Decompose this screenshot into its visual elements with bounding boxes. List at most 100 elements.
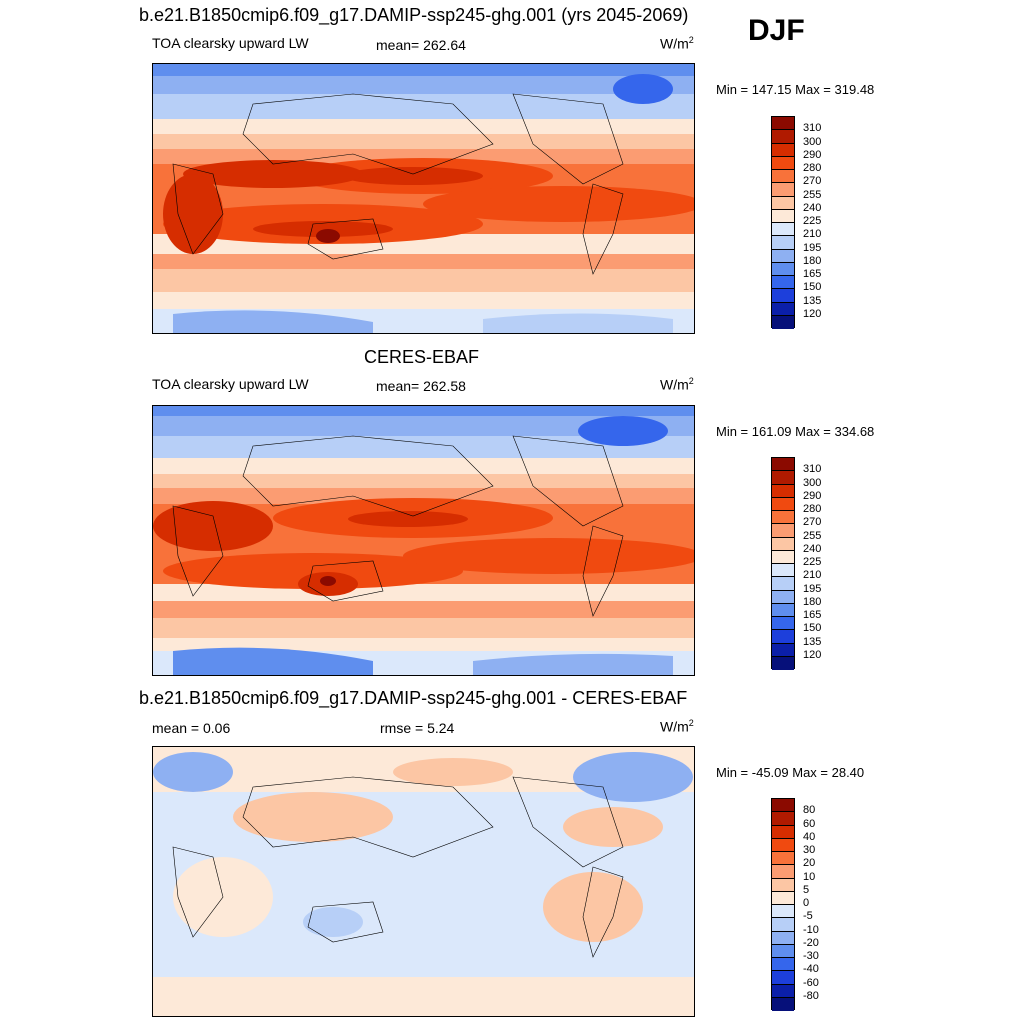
panel1-colorbar-swatch (772, 249, 794, 263)
panel3-minmax-label: Min = -45.09 Max = 28.40 (716, 765, 865, 780)
panel2-colorbar-tick-label: 165 (803, 609, 822, 621)
panel1-colorbar-tick-label: 270 (803, 175, 822, 188)
panel3-colorbar-swatch (772, 812, 794, 826)
panel1-colorbar-tick-label: 120 (803, 307, 822, 320)
panel2-colorbar-tick-label: 135 (803, 635, 822, 648)
panel3-mean-label: mean = 0.06 (152, 720, 231, 736)
panel1-colorbar-swatch (772, 276, 794, 290)
panel1-colorbar-swatch (772, 196, 794, 210)
panel1-colorbar-tick-label: 280 (803, 162, 822, 174)
panel1-colorbar (771, 116, 795, 329)
panel2-colorbar-swatch (772, 564, 794, 578)
panel3-rmse-label: rmse = 5.24 (380, 720, 455, 736)
panel1-colorbar-tick-label: 165 (803, 268, 822, 280)
panel3-colorbar-swatch (772, 931, 794, 945)
panel3-colorbar-tick-label: -20 (803, 936, 819, 949)
panel3-colorbar (771, 798, 795, 1011)
panel2-colorbar-swatch (772, 484, 794, 498)
panel1-colorbar-swatch (772, 156, 794, 170)
panel3-colorbar-tick-label: 60 (803, 817, 816, 830)
panel2-colorbar-swatch (772, 511, 794, 525)
panel1-colorbar-tick-label: 210 (803, 228, 822, 241)
panel3-colorbar-swatch (772, 971, 794, 985)
panel2-colorbar-swatch (772, 550, 794, 564)
panel1-colorbar-tick-label: 300 (803, 135, 822, 148)
panel3-colorbar-tick-label: 30 (803, 844, 816, 856)
panel2-colorbar-tick-label: 255 (803, 529, 822, 542)
panel2-colorbar-tick-label: 180 (803, 595, 822, 608)
panel3-colorbar-tick-label: 10 (803, 870, 816, 883)
panel3-title: b.e21.B1850cmip6.f09_g17.DAMIP-ssp245-gh… (139, 688, 688, 708)
panel1-colorbar-swatch (772, 130, 794, 144)
panel1-colorbar-swatch (772, 143, 794, 157)
panel2-colorbar-swatch (772, 603, 794, 617)
panel1-colorbar-tick-label: 290 (803, 148, 822, 161)
panel2-colorbar-tick-label: 310 (803, 463, 822, 476)
panel1-variable-label: TOA clearsky upward LW (152, 35, 309, 51)
panel2-colorbar-swatch (772, 537, 794, 551)
panel1-map (152, 63, 695, 334)
panel1-colorbar-tick-label: 180 (803, 254, 822, 267)
panel3-colorbar-swatch (772, 918, 794, 932)
panel2-map (152, 405, 695, 676)
panel1-colorbar-tick-label: 255 (803, 188, 822, 201)
panel1-colorbar-tick-label: 135 (803, 294, 822, 307)
panel3-colorbar-tick-label: 40 (803, 830, 816, 843)
panel3-colorbar-swatch (772, 838, 794, 852)
panel1-minmax-label: Min = 147.15 Max = 319.48 (716, 82, 875, 97)
panel2-colorbar-tick-label: 240 (803, 542, 822, 555)
panel2-minmax-label: Min = 161.09 Max = 334.68 (716, 424, 875, 439)
panel2-units-label: W/m2 (660, 376, 694, 393)
panel3-colorbar-swatch (772, 891, 794, 905)
panel3-colorbar-swatch (772, 944, 794, 958)
panel1-colorbar-tick-label: 310 (803, 122, 822, 135)
panel2-colorbar (771, 457, 795, 670)
panel2-colorbar-swatch (772, 643, 794, 657)
panel3-colorbar-tick-label: 0 (803, 897, 810, 909)
panel3-colorbar-tick-label: -30 (803, 950, 819, 962)
panel2-colorbar-swatch (772, 458, 794, 472)
panel3-map (152, 746, 695, 1017)
panel2-colorbar-swatch (772, 656, 794, 670)
panel2-variable-label: TOA clearsky upward LW (152, 376, 309, 392)
panel2-colorbar-tick-label: 280 (803, 503, 822, 515)
panel1-colorbar-tick-label: 240 (803, 201, 822, 214)
panel1-colorbar-swatch (772, 236, 794, 250)
panel1-colorbar-swatch (772, 302, 794, 316)
season-label: DJF (748, 14, 805, 47)
panel3-colorbar-swatch (772, 958, 794, 972)
panel1-colorbar-swatch (772, 289, 794, 303)
panel1-units-label: W/m2 (660, 35, 694, 52)
panel2-title: CERES-EBAF (364, 347, 480, 367)
panel3-colorbar-swatch (772, 852, 794, 866)
panel2-mean-label: mean= 262.58 (376, 378, 466, 394)
panel1-colorbar-tick-label: 150 (803, 281, 822, 294)
panel1-colorbar-swatch (772, 315, 794, 329)
panel2-colorbar-tick-label: 210 (803, 569, 822, 582)
panel2-colorbar-tick-label: 290 (803, 489, 822, 502)
panel3-colorbar-tick-label: -40 (803, 963, 819, 976)
panel2-colorbar-swatch (772, 630, 794, 644)
panel1-title: b.e21.B1850cmip6.f09_g17.DAMIP-ssp245-gh… (139, 5, 689, 25)
panel3-colorbar-tick-label: -80 (803, 989, 819, 1002)
panel2-colorbar-swatch (772, 497, 794, 511)
panel3-colorbar-swatch (772, 984, 794, 998)
panel2-colorbar-swatch (772, 577, 794, 591)
panel2-colorbar-tick-label: 225 (803, 556, 822, 568)
panel3-colorbar-swatch (772, 799, 794, 813)
panel2-colorbar-swatch (772, 590, 794, 604)
panel3-units-label: W/m2 (660, 718, 694, 735)
panel2-colorbar-swatch (772, 524, 794, 538)
panel3-colorbar-tick-label: 5 (803, 883, 810, 896)
panel2-colorbar-tick-label: 150 (803, 622, 822, 635)
panel2-colorbar-tick-label: 270 (803, 516, 822, 529)
panel3-colorbar-tick-label: 20 (803, 857, 816, 870)
panel1-colorbar-swatch (772, 183, 794, 197)
panel3-colorbar-tick-label: -60 (803, 976, 819, 989)
panel1-colorbar-swatch (772, 209, 794, 223)
panel1-colorbar-tick-label: 225 (803, 215, 822, 227)
panel2-colorbar-swatch (772, 617, 794, 631)
panel2-colorbar-tick-label: 120 (803, 648, 822, 661)
panel1-colorbar-swatch (772, 262, 794, 276)
panel1-colorbar-swatch (772, 223, 794, 237)
